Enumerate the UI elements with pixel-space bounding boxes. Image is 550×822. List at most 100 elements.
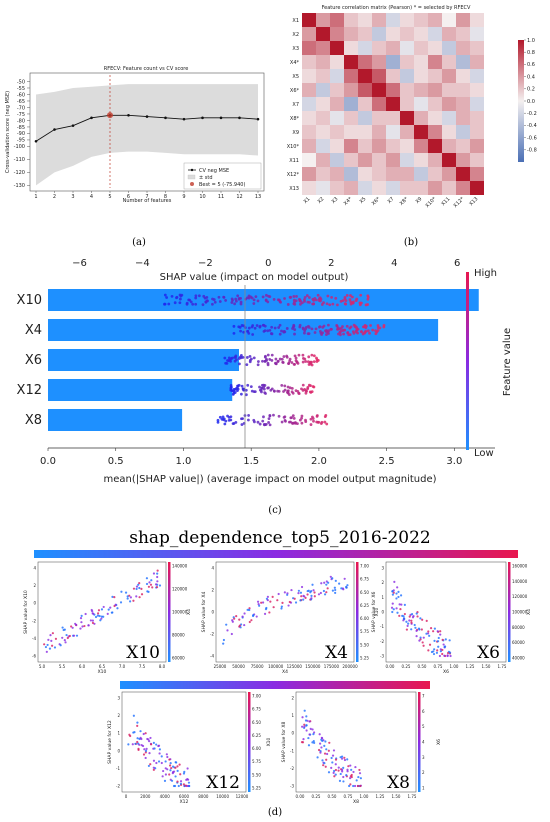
dependence-dot: [325, 748, 328, 751]
legend-box: [183, 162, 262, 190]
dependence-dot: [132, 714, 135, 717]
dependence-dot: [161, 775, 164, 778]
dependence-dot: [139, 730, 142, 733]
shap-dot: [205, 295, 209, 299]
heatmap-cell: [456, 83, 470, 97]
shap-dot: [318, 299, 322, 303]
dependence-dot: [183, 770, 186, 773]
dependence-dot: [408, 619, 411, 622]
dependence-dot: [241, 615, 244, 618]
dependence-dot: [136, 721, 139, 724]
dependence-dot: [329, 575, 332, 578]
heatmap-cell: [330, 13, 344, 27]
shap-dot: [247, 296, 251, 300]
dependence-dot: [312, 589, 315, 592]
shap-dot: [286, 385, 290, 389]
dependence-dot: [51, 632, 54, 635]
shap-dot: [286, 389, 290, 393]
heatmap-cell: [344, 139, 358, 153]
feature-label: X8: [25, 413, 42, 428]
heatmap-cell: [414, 181, 428, 195]
shap-dot: [334, 296, 338, 300]
legend-item-2: Best = 5 (-75.940): [199, 182, 245, 188]
shap-dot: [322, 324, 326, 328]
shap-dot: [256, 363, 260, 367]
dependence-dot: [268, 611, 271, 614]
dependence-dot: [397, 590, 400, 593]
subplot-colorbar: [508, 562, 511, 662]
dependence-dot: [51, 644, 54, 647]
shap-dot: [294, 356, 298, 360]
subplot-x-tick: 5.0: [39, 664, 46, 669]
shap-dot: [344, 299, 348, 302]
dependence-dot: [114, 603, 117, 606]
heatmap-y-label: X9: [292, 130, 299, 136]
heatmap-cell: [330, 83, 344, 97]
dependence-dot: [334, 591, 337, 595]
shap-dot: [289, 416, 293, 420]
heatmap-cell: [400, 139, 414, 153]
dependence-dot: [334, 588, 337, 592]
subplot-xlabel: X8: [353, 799, 359, 805]
dependence-dot: [324, 740, 327, 743]
subplot-cb-tick: 7.00: [360, 564, 369, 569]
heatmap-cell: [316, 83, 330, 97]
heatmap-cell: [358, 41, 372, 55]
dependence-dot: [135, 587, 138, 591]
dependence-dot: [148, 581, 151, 584]
heatmap-x-labels: X1 X2 X3 X4* X5 X6* X7 X8* X9 X10* X11 X12* X13: [302, 196, 479, 209]
heatmap-cell: [414, 83, 428, 97]
shap-dot: [234, 297, 238, 301]
dependence-dot: [401, 614, 404, 617]
heatmap-cell: [428, 69, 442, 83]
subplot-y-tick: 2: [117, 713, 120, 718]
dependence-dot: [61, 636, 64, 639]
dependence-dot: [83, 624, 86, 628]
shap-dot: [257, 360, 260, 363]
dependence-dot: [320, 736, 323, 739]
dependence-dot: [395, 607, 398, 610]
shap-dot: [312, 302, 316, 306]
shap-dot: [234, 420, 238, 424]
heatmap-cell: [358, 69, 372, 83]
cv-point: [53, 128, 56, 131]
dependence-dot: [170, 766, 173, 770]
legend-best-swatch: [190, 182, 194, 186]
dependence-dot: [303, 595, 306, 598]
x-tick-label: 1.5: [243, 456, 259, 467]
dependence-dot: [342, 588, 345, 591]
dependence-dot: [421, 618, 424, 621]
shap-dot: [325, 422, 329, 426]
heatmap-x-label: X6*: [371, 196, 382, 207]
dependence-dot: [120, 590, 123, 593]
dependence-dot: [147, 585, 151, 588]
dependence-dot: [419, 617, 422, 620]
shap-dot: [303, 298, 306, 302]
dependence-dot: [299, 599, 302, 602]
shap-dot: [185, 302, 189, 306]
heatmap-cell: [386, 97, 400, 111]
subplot-cb-tick: 140000: [512, 579, 528, 584]
dependence-dot: [346, 770, 349, 773]
dependence-dot: [144, 756, 147, 760]
panel-c-shap-summary: −6 −4 −2 0 2 4 6 SHAP value (impact on model o…: [17, 258, 513, 516]
dependence-dot: [248, 620, 251, 624]
shap-dot: [322, 301, 325, 305]
dependence-dot: [428, 634, 431, 637]
dependence-dot: [349, 764, 352, 767]
dependence-dot: [233, 617, 236, 620]
shap-dot: [298, 418, 302, 422]
subplot-y-tick: 3: [381, 566, 384, 571]
dependence-dot: [149, 583, 153, 586]
heatmap-cell: [386, 13, 400, 27]
shap-dot: [227, 415, 231, 419]
heatmap-cell: [442, 69, 456, 83]
dependence-dot: [147, 738, 150, 741]
shap-dot: [311, 297, 315, 301]
dependence-dot: [124, 591, 128, 594]
shap-dot: [250, 389, 254, 393]
dependence-dot: [127, 743, 130, 746]
dependence-dot: [288, 600, 291, 604]
shap-dot: [350, 295, 354, 299]
dependence-dot: [345, 585, 348, 589]
